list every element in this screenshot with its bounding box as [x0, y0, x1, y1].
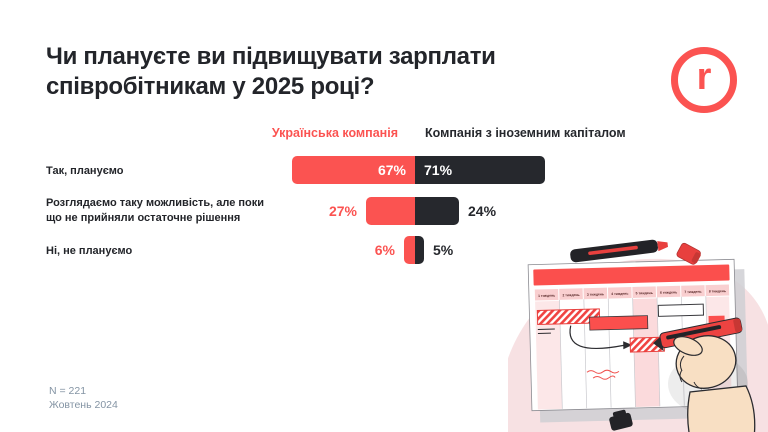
week-label: 3 тиждень — [587, 292, 604, 296]
thumb — [673, 336, 703, 356]
legend-ukrainian-company: Українська компанія — [271, 126, 398, 140]
red-marker-cap — [676, 242, 701, 265]
robota-ua-logo: r — [671, 47, 737, 113]
survey-date: Жовтень 2024 — [49, 399, 118, 411]
bar-series-1-row-0: 71% — [415, 156, 545, 184]
legend-foreign-capital-company: Компанія з іноземним капіталом — [425, 126, 626, 140]
gantt-bar-empty — [657, 303, 705, 317]
week-header-row: 1 тиждень 2 тиждень 3 тиждень 4 тиждень … — [534, 284, 730, 301]
value-label-series-0-row-1: 27% — [328, 203, 357, 219]
sample-size: N = 221 — [49, 385, 87, 397]
gantt-bar-red — [589, 315, 649, 331]
footer-note: N = 221 Жовтень 2024 — [49, 384, 118, 412]
arrow-head — [623, 341, 633, 350]
value-label-series-1-row-2: 5% — [433, 242, 454, 258]
bar-series-1-row-1 — [415, 197, 459, 225]
week-label: 7 тиждень — [684, 290, 701, 294]
week-label: 1 тиждень — [538, 294, 555, 298]
black-scribble-notes — [537, 328, 555, 334]
bar-series-1-row-2 — [415, 236, 424, 264]
category-label-considering: Розглядаємо таку можливість, але поки що… — [46, 197, 265, 224]
logo-letter: r — [696, 56, 712, 98]
value-label-series-0-row-0: 67% — [377, 162, 406, 178]
week-label: 2 тиждень — [562, 293, 579, 297]
gantt-bar-hatched-1 — [536, 308, 601, 326]
week-label: 8 тиждень — [709, 289, 726, 293]
arm — [687, 385, 756, 432]
value-label-series-0-row-2: 6% — [374, 242, 395, 258]
bar-series-0-row-1 — [366, 197, 415, 225]
value-label-series-1-row-1: 24% — [468, 203, 497, 219]
category-label-yes: Так, плануємо — [46, 165, 124, 177]
hand-with-marker — [653, 317, 756, 432]
marker-cap-bottom — [609, 409, 633, 431]
value-label-series-1-row-0: 71% — [424, 162, 453, 178]
planner-illustration: 1 тиждень 2 тиждень 3 тиждень 4 тиждень … — [508, 239, 768, 432]
week-label: 4 тиждень — [611, 292, 628, 296]
pink-column — [632, 298, 660, 407]
week-label: 5 тиждень — [636, 291, 653, 295]
bar-series-0-row-0: 67% — [292, 156, 415, 184]
week-label: 6 тиждень — [660, 290, 677, 294]
finger-creases — [679, 355, 703, 390]
arrow-curve — [569, 325, 625, 349]
red-scribble-notes — [586, 369, 620, 380]
category-label-no: Ні, не плануємо — [46, 245, 133, 257]
board-header-band — [533, 264, 730, 286]
bar-series-0-row-2 — [404, 236, 415, 264]
page-title: Чи плануєте ви підвищувати зарплати спів… — [46, 43, 496, 100]
pink-column — [535, 300, 563, 410]
black-marker — [570, 239, 668, 263]
